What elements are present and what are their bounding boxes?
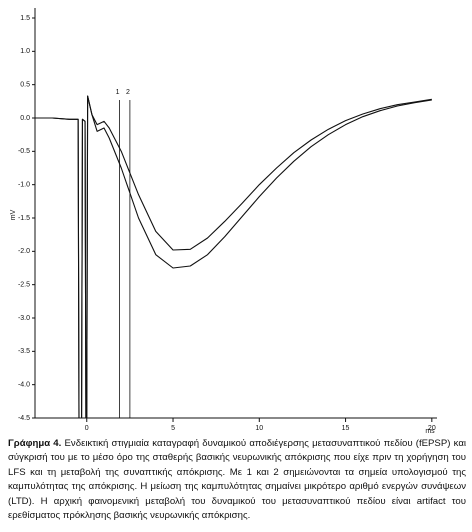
- marker-label: 2: [126, 89, 130, 96]
- x-tick-label: 10: [255, 425, 263, 432]
- x-tick-label: 0: [85, 425, 89, 432]
- y-tick-label: -3.5: [18, 348, 30, 355]
- x-tick-label: 5: [171, 425, 175, 432]
- y-tick-label: -1.5: [18, 215, 30, 222]
- y-axis-label: mV: [10, 209, 17, 220]
- trace: [35, 95, 432, 419]
- y-tick-label: 0.5: [20, 82, 30, 89]
- x-tick-label: 15: [342, 425, 350, 432]
- y-tick-label: 1.5: [20, 15, 30, 22]
- y-tick-label: -3.0: [18, 315, 30, 322]
- y-tick-label: 1.0: [20, 48, 30, 55]
- x-axis-label: ms: [425, 428, 435, 435]
- caption: Γράφημα 4. Ενδεικτική στιγμιαία καταγραφ…: [8, 437, 466, 523]
- y-tick-label: 0.0: [20, 115, 30, 122]
- caption-label: Γράφημα 4.: [8, 438, 62, 449]
- y-tick-label: -0.5: [18, 148, 30, 155]
- caption-text: Ενδεικτική στιγμιαία καταγραφή δυναμικού…: [8, 438, 466, 522]
- y-tick-label: -2.0: [18, 248, 30, 255]
- y-tick-label: -4.5: [18, 415, 30, 422]
- y-tick-label: -1.0: [18, 182, 30, 189]
- x-tick-label: 20: [428, 425, 436, 432]
- trace: [35, 95, 432, 419]
- y-tick-label: -2.5: [18, 282, 30, 289]
- marker-label: 1: [116, 89, 120, 96]
- chart: mV ms 1.5 1.0 0.5 0.0 -0.5 -1.0 -1.5 -2.0 -2.5 -3…: [10, 8, 437, 435]
- y-tick-label: -4.0: [18, 382, 30, 389]
